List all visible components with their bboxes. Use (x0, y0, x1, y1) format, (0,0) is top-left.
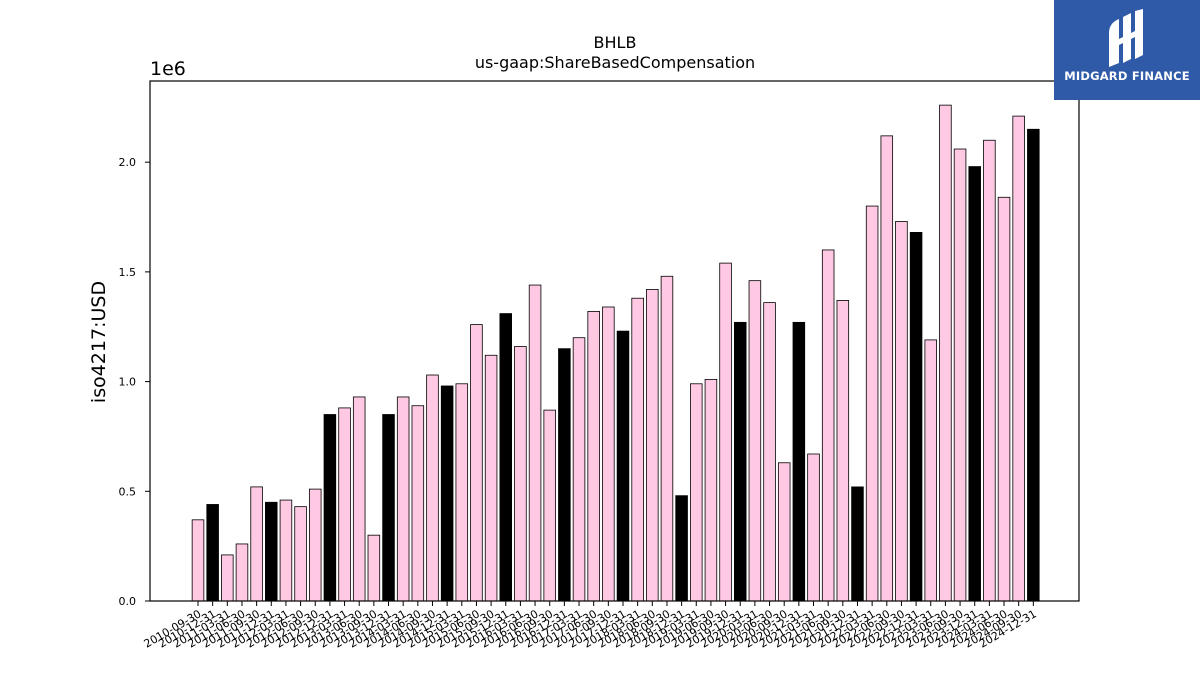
bar (352, 396, 366, 602)
bar (880, 135, 894, 602)
bar (763, 302, 776, 602)
bar (895, 221, 908, 602)
midgard-finance-logo: MIDGARD FINANCE (1054, 0, 1200, 100)
bar (338, 407, 351, 602)
bar (836, 300, 850, 602)
bar (265, 501, 278, 602)
bar (968, 166, 981, 602)
bar (807, 453, 820, 602)
bar (953, 148, 967, 602)
bar (411, 405, 425, 602)
bar (719, 262, 732, 602)
bar (748, 280, 762, 602)
bar (250, 486, 263, 602)
bar (484, 354, 498, 602)
bar (909, 231, 923, 602)
bar (690, 383, 703, 602)
bar (851, 486, 864, 602)
chart-subtitle: us-gaap:ShareBasedCompensation (475, 53, 755, 72)
bar (543, 409, 556, 602)
bar (426, 374, 439, 602)
bar (675, 495, 688, 602)
bar (646, 289, 659, 602)
bar (1012, 115, 1025, 602)
y-tick-label: 0.0 (119, 595, 137, 608)
logo-text: MIDGARD FINANCE (1064, 69, 1190, 83)
bar (367, 534, 381, 602)
bar (528, 284, 542, 602)
bar (821, 249, 835, 602)
y-axis-multiplier: 1e6 (150, 58, 186, 80)
logo-mark-icon (1109, 9, 1143, 67)
plot-frame (149, 80, 1080, 602)
bar (865, 205, 879, 602)
bar (924, 339, 938, 602)
bar (616, 330, 630, 602)
bar (631, 297, 644, 602)
bar (777, 462, 791, 602)
bar (499, 313, 513, 602)
bar (279, 499, 293, 602)
bar (558, 348, 571, 602)
bar (792, 321, 806, 602)
bar (939, 104, 952, 602)
bar (294, 506, 307, 602)
y-tick-label: 1.5 (119, 266, 137, 279)
bar (221, 554, 234, 602)
bar (323, 414, 337, 602)
bar (191, 519, 205, 602)
bar (660, 275, 674, 602)
chart-title: BHLB (594, 33, 637, 52)
bar (382, 414, 395, 602)
y-tick-label: 1.0 (119, 376, 137, 389)
y-tick-label: 0.5 (119, 485, 137, 498)
bar (206, 504, 219, 602)
bar (733, 321, 747, 602)
bar (572, 337, 586, 602)
bar (308, 488, 322, 602)
bar (396, 396, 410, 602)
y-axis-ticks: 0.0 0.5 1.0 1.5 2.0 (119, 156, 150, 608)
bar (455, 383, 469, 602)
y-axis-label: iso4217:USD (88, 281, 110, 403)
bar (440, 385, 454, 602)
bar (1027, 128, 1040, 602)
bar (587, 310, 600, 602)
x-axis-ticks: 2010-09-302010-12-312011-03-312011-06-30… (142, 601, 1039, 651)
bar (235, 543, 249, 602)
bar (514, 346, 527, 602)
y-tick-label: 2.0 (119, 156, 137, 169)
bar (602, 306, 615, 602)
bar (983, 139, 996, 602)
bar (704, 378, 718, 602)
bar-series (191, 104, 1040, 602)
bar (470, 324, 483, 602)
bar (997, 196, 1011, 602)
